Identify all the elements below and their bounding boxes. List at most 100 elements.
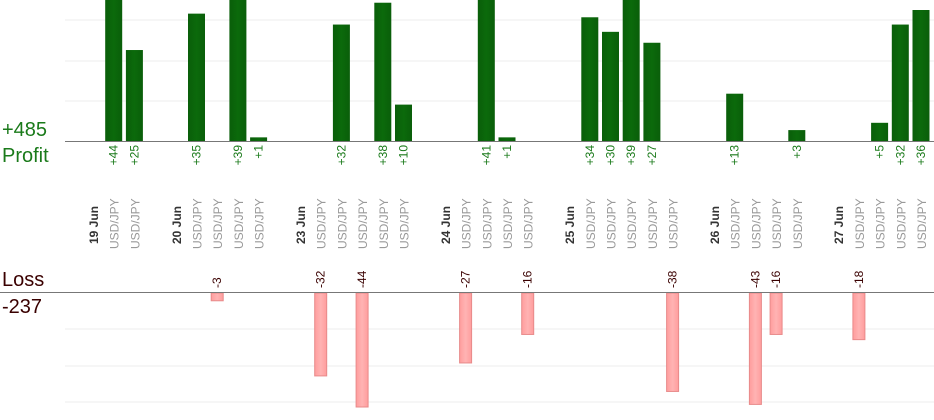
loss-total: -237 [2,296,43,318]
profit-bar [250,137,268,141]
profit-value-label: +5 [873,145,887,159]
profit-bar [188,13,205,142]
profit-bar [726,93,744,141]
category-labels: 19 Jun USD/JPY USD/JPY 20 Jun USD/JPY USD/JPY… [87,198,929,249]
loss-value-label: -43 [748,270,762,288]
profit-bar [602,31,619,141]
profit-total: +485 [2,119,48,141]
pair-label: USD/JPY [874,198,888,249]
profit-value-labels: +44 +25 +35 +39 +1 +32 +38 +10 +41 +1 +34 +30 +39 +27… [107,145,928,166]
pair-label: USD/JPY [315,198,329,249]
profit-bar [788,130,806,141]
pair-label: USD/JPY [211,198,225,249]
loss-bar [355,292,369,408]
pair-label: USD/JPY [398,198,412,249]
loss-value-label: -32 [314,270,328,288]
profit-value-label: +30 [604,145,618,166]
grid-lines [65,19,934,403]
loss-bar [852,292,866,341]
date-label: 27 Jun [832,206,846,244]
pair-label: USD/JPY [191,198,205,249]
profit-bar [332,24,350,141]
loss-bar [769,292,783,335]
profit-bars [105,0,930,142]
loss-value-label: -38 [666,270,680,288]
pair-label: USD/JPY [522,198,536,249]
pair-label: USD/JPY [253,198,267,249]
loss-bar [748,292,762,405]
profit-bar [912,10,930,141]
loss-bar [210,292,224,302]
loss-value-labels: -3 -32 -44 -27 -16 -38 -43 -16 -18 [210,270,866,288]
pair-label: USD/JPY [915,198,929,249]
pair-label: USD/JPY [625,198,639,249]
pair-label: USD/JPY [335,198,349,249]
profit-value-label: +34 [583,145,597,166]
profit-bar [581,17,599,141]
loss-value-label: -3 [210,277,224,288]
pair-label: USD/JPY [770,198,784,249]
date-label: 26 Jun [708,206,722,244]
pair-label: USD/JPY [791,198,805,249]
pair-label: USD/JPY [108,198,122,249]
loss-bar [314,292,328,377]
loss-bars [210,292,866,408]
date-label: 23 Jun [294,206,308,244]
profit-value-label: +1 [252,145,266,159]
date-label: 19 Jun [87,206,101,244]
loss-bar [666,292,680,392]
profit-value-label: +38 [376,145,390,166]
profit-bar [229,0,247,142]
profit-bar [125,50,143,141]
profit-value-label: +32 [334,145,348,166]
profit-value-label: +25 [127,145,141,166]
pair-label: USD/JPY [729,198,743,249]
profit-label: Profit [2,145,49,167]
pair-label: USD/JPY [501,198,515,249]
loss-value-label: -16 [521,270,535,288]
date-label: 20 Jun [170,206,184,244]
pair-label: USD/JPY [377,198,391,249]
loss-label: Loss [2,269,45,291]
loss-value-label: -44 [355,270,369,288]
date-label: 25 Jun [563,206,577,244]
loss-value-label: -16 [769,270,783,288]
pair-label: USD/JPY [605,198,619,249]
profit-bar [643,42,661,141]
profit-bar [891,24,909,141]
profit-value-label: +36 [914,145,928,166]
profit-value-label: +32 [893,145,907,166]
pair-label: USD/JPY [128,198,142,249]
profit-value-label: +44 [107,145,121,166]
profit-value-label: +1 [500,145,514,159]
pair-label: USD/JPY [894,198,908,249]
profit-bar [871,122,889,141]
profit-value-label: +41 [479,145,493,166]
pair-label: USD/JPY [356,198,370,249]
profit-bar [395,104,412,141]
loss-value-label: -18 [852,270,866,288]
loss-bar [521,292,535,335]
pair-label: USD/JPY [232,198,246,249]
pair-label: USD/JPY [460,198,474,249]
pair-label: USD/JPY [584,198,598,249]
profit-value-label: +3 [790,145,804,159]
pair-label: USD/JPY [667,198,681,249]
pair-label: USD/JPY [480,198,494,249]
profit-value-label: +27 [645,145,659,166]
profit-bar [477,0,495,141]
profit-bar [498,137,516,141]
date-label: 24 Jun [439,206,453,244]
pair-label: USD/JPY [646,198,660,249]
pair-label: USD/JPY [853,198,867,249]
profit-value-label: +35 [190,145,204,166]
pair-label: USD/JPY [749,198,763,249]
loss-value-label: -27 [459,270,473,288]
profit-value-label: +13 [728,145,742,166]
profit-value-label: +10 [397,145,411,166]
profit-value-label: +39 [624,145,638,166]
profit-bar [105,0,123,141]
profit-bar [622,0,640,142]
profit-value-label: +39 [231,145,245,166]
